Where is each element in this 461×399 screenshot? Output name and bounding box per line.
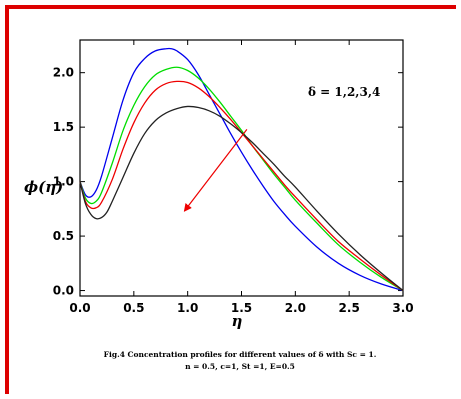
- annotation-text: δ = 1,2,3,4: [308, 85, 380, 99]
- y-tick-label: 0.5: [53, 229, 74, 243]
- series-layer: [79, 47, 404, 292]
- x-tick-label: 1.5: [231, 301, 252, 315]
- y-tick-label: 1.5: [53, 120, 74, 134]
- series-line-3: [79, 80, 404, 292]
- x-tick-label: 2.0: [285, 301, 306, 315]
- series-line-1: [79, 47, 404, 292]
- x-axis-label: η: [232, 312, 243, 330]
- annotation-arrow: [183, 128, 248, 212]
- series-line-2: [79, 66, 404, 292]
- x-tick-label: 1.0: [177, 301, 198, 315]
- x-tick-label: 0.0: [69, 301, 90, 315]
- figure-frame: [5, 5, 456, 394]
- ticks-layer: 0.0 0.5 1.0 1.5 2.0 2.5 3.0 0.0 0.5 1.0 1.5 2.0: [53, 40, 414, 315]
- figure-caption-line1: Fig.4 Concentration profiles for differe…: [103, 350, 377, 359]
- figure-caption-line2: n = 0.5, c=1, St =1, E=0.5: [185, 362, 295, 371]
- y-tick-label: 0.0: [53, 284, 74, 298]
- x-tick-label: 0.5: [123, 301, 144, 315]
- y-axis-label: ϕ(η): [24, 178, 63, 196]
- y-tick-label: 2.0: [53, 66, 74, 80]
- series-line-4: [79, 105, 404, 292]
- x-tick-label: 3.0: [392, 301, 413, 315]
- y-tick-label: 1.0: [53, 175, 74, 189]
- x-tick-label: 2.5: [339, 301, 360, 315]
